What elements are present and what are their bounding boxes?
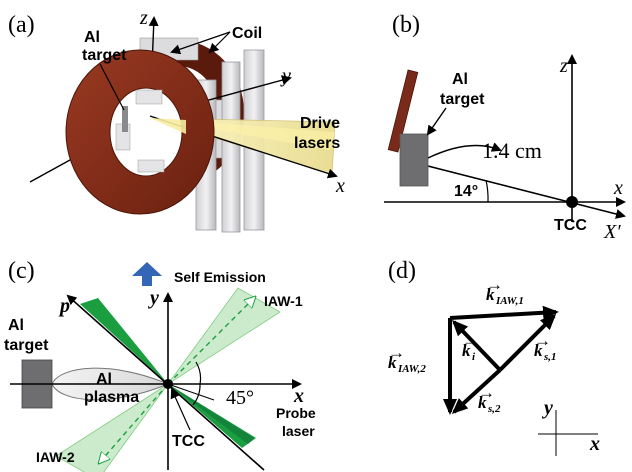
axis-y-label-c: y <box>148 287 159 309</box>
svg-text:k: k <box>388 353 397 372</box>
coil-bar-b <box>387 69 419 153</box>
axis-xprime-b <box>419 163 626 219</box>
vec-k-s2 <box>451 368 502 415</box>
iaw-2-cone <box>55 383 169 472</box>
self-emission-arrow <box>132 262 162 286</box>
vec-k-i <box>451 319 502 372</box>
axis-xprime-label-b: X′ <box>603 221 621 243</box>
axis-y-label-a: y <box>280 65 291 87</box>
drive-lasers-label-2: lasers <box>294 135 340 152</box>
tcc-point-b <box>566 196 578 208</box>
iaw-1-cone <box>167 287 281 385</box>
axis-x-label-a: x <box>335 175 345 197</box>
svg-text:→: → <box>478 383 495 402</box>
label-k-i: → k i <box>462 331 479 363</box>
axis-x-label-c: x <box>293 385 304 407</box>
angle-arc-b <box>485 179 489 203</box>
label-k-iaw2: → k IAW,2 <box>388 343 426 375</box>
axis-y-label-d: y <box>542 397 553 419</box>
panel-c-label: (c) <box>8 258 35 284</box>
panel-a-label: (a) <box>8 12 35 38</box>
svg-text:IAW,2: IAW,2 <box>397 363 426 375</box>
label-k-s1: → k s,1 <box>534 331 557 363</box>
iaw-1-label: IAW-1 <box>264 293 303 309</box>
self-emission-label: Self Emission <box>174 269 266 285</box>
axis-p-label-c: p <box>58 295 70 317</box>
front-coil <box>65 49 215 215</box>
svg-text:k: k <box>534 341 543 360</box>
al-target-a <box>122 106 128 132</box>
panel-b-label: (b) <box>392 12 420 38</box>
axis-z-label-b: z <box>559 55 568 77</box>
svg-text:k: k <box>462 341 471 360</box>
axis-x-label-d: x <box>589 433 600 455</box>
panel-b: (b) z x X′ Al target 1.4 cm 14° TCC <box>384 12 626 243</box>
vec-k-iaw1 <box>449 305 559 320</box>
panel-a: (a) z y x <box>8 7 345 233</box>
label-k-s2: → k s,2 <box>478 383 501 415</box>
al-target-label-a-2: target <box>82 47 127 64</box>
collection-beam <box>80 298 168 384</box>
svg-text:k: k <box>486 285 495 304</box>
distance-label: 1.4 cm <box>482 138 542 163</box>
angle-label-b: 14° <box>454 183 478 200</box>
angle-label-c: 45° <box>226 387 254 409</box>
tcc-label-b: TCC <box>554 217 587 234</box>
iaw-2-label: IAW-2 <box>36 449 75 465</box>
svg-text:→: → <box>462 331 479 350</box>
al-plasma-label-1: Al <box>96 371 112 388</box>
al-target-label-c-1: Al <box>8 317 24 334</box>
svg-text:i: i <box>472 351 476 363</box>
distance-arc <box>427 142 502 159</box>
probe-laser-label-1: Probe <box>276 405 316 421</box>
svg-text:→: → <box>534 331 551 350</box>
al-target-b <box>399 133 429 187</box>
svg-text:s,1: s,1 <box>543 351 557 363</box>
al-target-label-a-1: Al <box>84 29 100 46</box>
panel-d: (d) → k IAW,1 → k IAW,2 → k i → k s,1 → <box>388 258 600 456</box>
al-target-label-b-1: Al <box>452 71 468 88</box>
tcc-label-c: TCC <box>172 433 205 450</box>
panel-c: (c) Self Emission Al target x y p 45° <box>4 258 316 472</box>
al-target-label-c-2: target <box>4 337 49 354</box>
drive-lasers-label-1: Drive <box>300 115 340 132</box>
svg-text:→: → <box>486 275 503 294</box>
iaw-1-arrow <box>167 298 254 385</box>
vec-k-s1 <box>498 313 557 372</box>
svg-text:s,2: s,2 <box>487 403 501 415</box>
svg-text:k: k <box>478 393 487 412</box>
probe-laser-label-2: laser <box>282 423 315 439</box>
coil-label: Coil <box>232 25 262 42</box>
svg-text:→: → <box>388 343 405 362</box>
al-target-label-b-2: target <box>440 91 485 108</box>
label-k-iaw1: → k IAW,1 <box>486 275 524 307</box>
axis-x-label-b: x <box>613 177 623 199</box>
svg-text:IAW,1: IAW,1 <box>495 295 524 307</box>
angle-arc-c <box>195 361 202 385</box>
axis-z-label-a: z <box>139 7 148 29</box>
panel-d-label: (d) <box>388 258 416 284</box>
al-plasma-label-2: plasma <box>84 389 139 406</box>
tcc-point-c <box>163 379 173 389</box>
